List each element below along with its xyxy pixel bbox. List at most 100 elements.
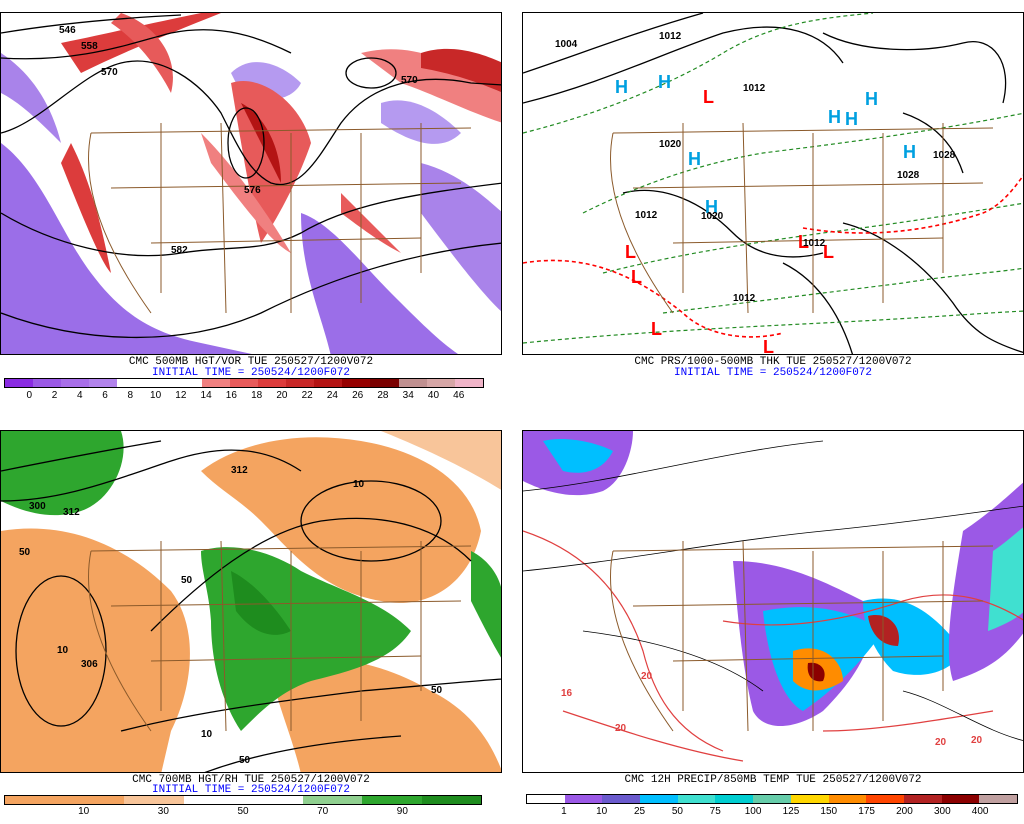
colorbar-labels: 1 10 25 50 75 100 125 150 175 200 300 400	[526, 806, 1018, 818]
panel-init-time: INITIAL TIME = 250524/1200F072	[151, 784, 351, 796]
colorbar-label: 50	[237, 806, 249, 817]
colorbar-label: 300	[933, 806, 951, 817]
colorbar-label: 70	[317, 806, 329, 817]
colorbar-label: 125	[782, 806, 800, 817]
colorbar-label: 100	[744, 806, 762, 817]
contour-label: 312	[63, 507, 80, 518]
colorbar-segment	[117, 379, 146, 387]
colorbar-segment	[243, 796, 303, 804]
map-700mb: 300 312 312 306 50 10 10 50 50 10 50	[0, 430, 502, 773]
temp-label: 20	[641, 671, 653, 682]
panel-500mb-vorticity: 546 558 570 570 576 582 CMC 500MB HGT/VO…	[0, 0, 502, 406]
panel-title: CMC 500MB HGT/VOR TUE 250527/1200V072	[128, 356, 374, 368]
high-pressure-symbol: H	[865, 89, 878, 109]
colorbar-label: 50	[671, 806, 683, 817]
pressure-label: 1020	[701, 211, 724, 222]
colorbar-segment	[602, 795, 641, 803]
pressure-label: 1028	[933, 150, 956, 161]
colorbar-segment	[903, 795, 942, 803]
colorbar-label: 22	[301, 390, 313, 401]
low-pressure-symbol: L	[631, 267, 642, 287]
colorbar-segment	[33, 379, 62, 387]
map-pressure-svg: H H H H H H H H L L L L L L L 1004 1012 …	[523, 13, 1023, 355]
colorbar-segment	[145, 379, 174, 387]
colorbar-segment	[790, 795, 829, 803]
colorbar-segment	[201, 379, 230, 387]
colorbar-labels: 10 30 50 70 90	[4, 806, 482, 818]
pressure-label: 1012	[635, 210, 658, 221]
colorbar	[4, 378, 484, 388]
contour-label: 582	[171, 245, 188, 256]
colorbar-segment	[421, 796, 481, 804]
colorbar-segment	[183, 796, 243, 804]
colorbar-segment	[5, 379, 34, 387]
colorbar-label: 200	[896, 806, 913, 817]
map-precip-svg: 20 20 16 20 20	[523, 431, 1023, 772]
colorbar-label: 16	[225, 390, 237, 401]
low-pressure-symbol: L	[763, 337, 774, 355]
low-pressure-symbol: L	[823, 242, 834, 262]
high-pressure-symbol: H	[658, 72, 671, 92]
colorbar-label: 14	[200, 390, 212, 401]
map-500mb: 546 558 570 570 576 582	[0, 12, 502, 355]
high-pressure-symbol: H	[845, 109, 858, 129]
colorbar-label: 175	[858, 806, 875, 817]
contour-label: 50	[431, 685, 443, 696]
colorbar-label: 10	[78, 806, 90, 817]
colorbar-label: 12	[175, 390, 187, 401]
colorbar-segment	[342, 379, 371, 387]
colorbar-segment	[89, 379, 118, 387]
contour-label: 546	[59, 25, 76, 36]
contour-label: 10	[57, 645, 69, 656]
contour-label: 50	[239, 755, 251, 766]
colorbar	[4, 795, 482, 805]
pressure-label: 1012	[803, 238, 826, 249]
colorbar-segment	[302, 796, 362, 804]
colorbar-label: 6	[102, 390, 108, 401]
colorbar-label: 400	[971, 806, 989, 817]
colorbar-segment	[370, 379, 399, 387]
contour-label: 312	[231, 465, 248, 476]
colorbar-segment	[5, 796, 65, 804]
contour-label: 10	[201, 729, 213, 740]
high-pressure-symbol: H	[688, 149, 701, 169]
colorbar-segment	[229, 379, 258, 387]
contour-label: 570	[401, 75, 418, 86]
colorbar-label: 150	[820, 806, 838, 817]
colorbar-segment	[941, 795, 980, 803]
colorbar-segment	[564, 795, 603, 803]
colorbar-segment	[640, 795, 678, 803]
colorbar-segment	[979, 795, 1017, 803]
colorbar-label: 18	[251, 390, 263, 401]
panel-700mb-rh: 300 312 312 306 50 10 10 50 50 10 50 CMC…	[0, 418, 502, 824]
panel-init-time: INITIAL TIME = 250524/1200F072	[151, 367, 351, 379]
panel-precip-850temp: 20 20 16 20 20 CMC 12H PRECIP/850MB TEMP…	[522, 418, 1024, 824]
colorbar-label: 24	[326, 390, 338, 401]
colorbar-segment	[124, 796, 184, 804]
high-pressure-symbol: H	[705, 197, 718, 217]
colorbar-label: 30	[157, 806, 169, 817]
pressure-label: 1012	[733, 293, 756, 304]
colorbar-label: 28	[377, 390, 389, 401]
pressure-label: 1020	[659, 139, 682, 150]
colorbar-label: 75	[709, 806, 721, 817]
colorbar-label: 26	[352, 390, 364, 401]
colorbar-label: 0	[26, 390, 33, 401]
high-pressure-symbol: H	[615, 77, 628, 97]
colorbar-label: 25	[633, 806, 646, 817]
panel-title: CMC 700MB HGT/RH TUE 250527/1200V072	[132, 774, 370, 786]
colorbar-label: 8	[127, 390, 134, 401]
colorbar-label: 90	[396, 806, 408, 817]
colorbar-segment	[64, 796, 124, 804]
temp-label: 20	[971, 735, 983, 746]
colorbar-segment	[753, 795, 791, 803]
contour-label: 570	[101, 67, 118, 78]
colorbar-label: 10	[150, 390, 162, 401]
low-pressure-symbol: L	[625, 242, 636, 262]
low-pressure-symbol: L	[703, 87, 714, 107]
colorbar	[526, 794, 1018, 804]
map-500mb-svg: 546 558 570 570 576 582	[1, 13, 501, 354]
pressure-label: 1012	[743, 83, 766, 94]
panel-title: CMC PRS/1000-500MB THK TUE 250527/1200V0…	[634, 356, 912, 368]
colorbar-segment	[173, 379, 202, 387]
